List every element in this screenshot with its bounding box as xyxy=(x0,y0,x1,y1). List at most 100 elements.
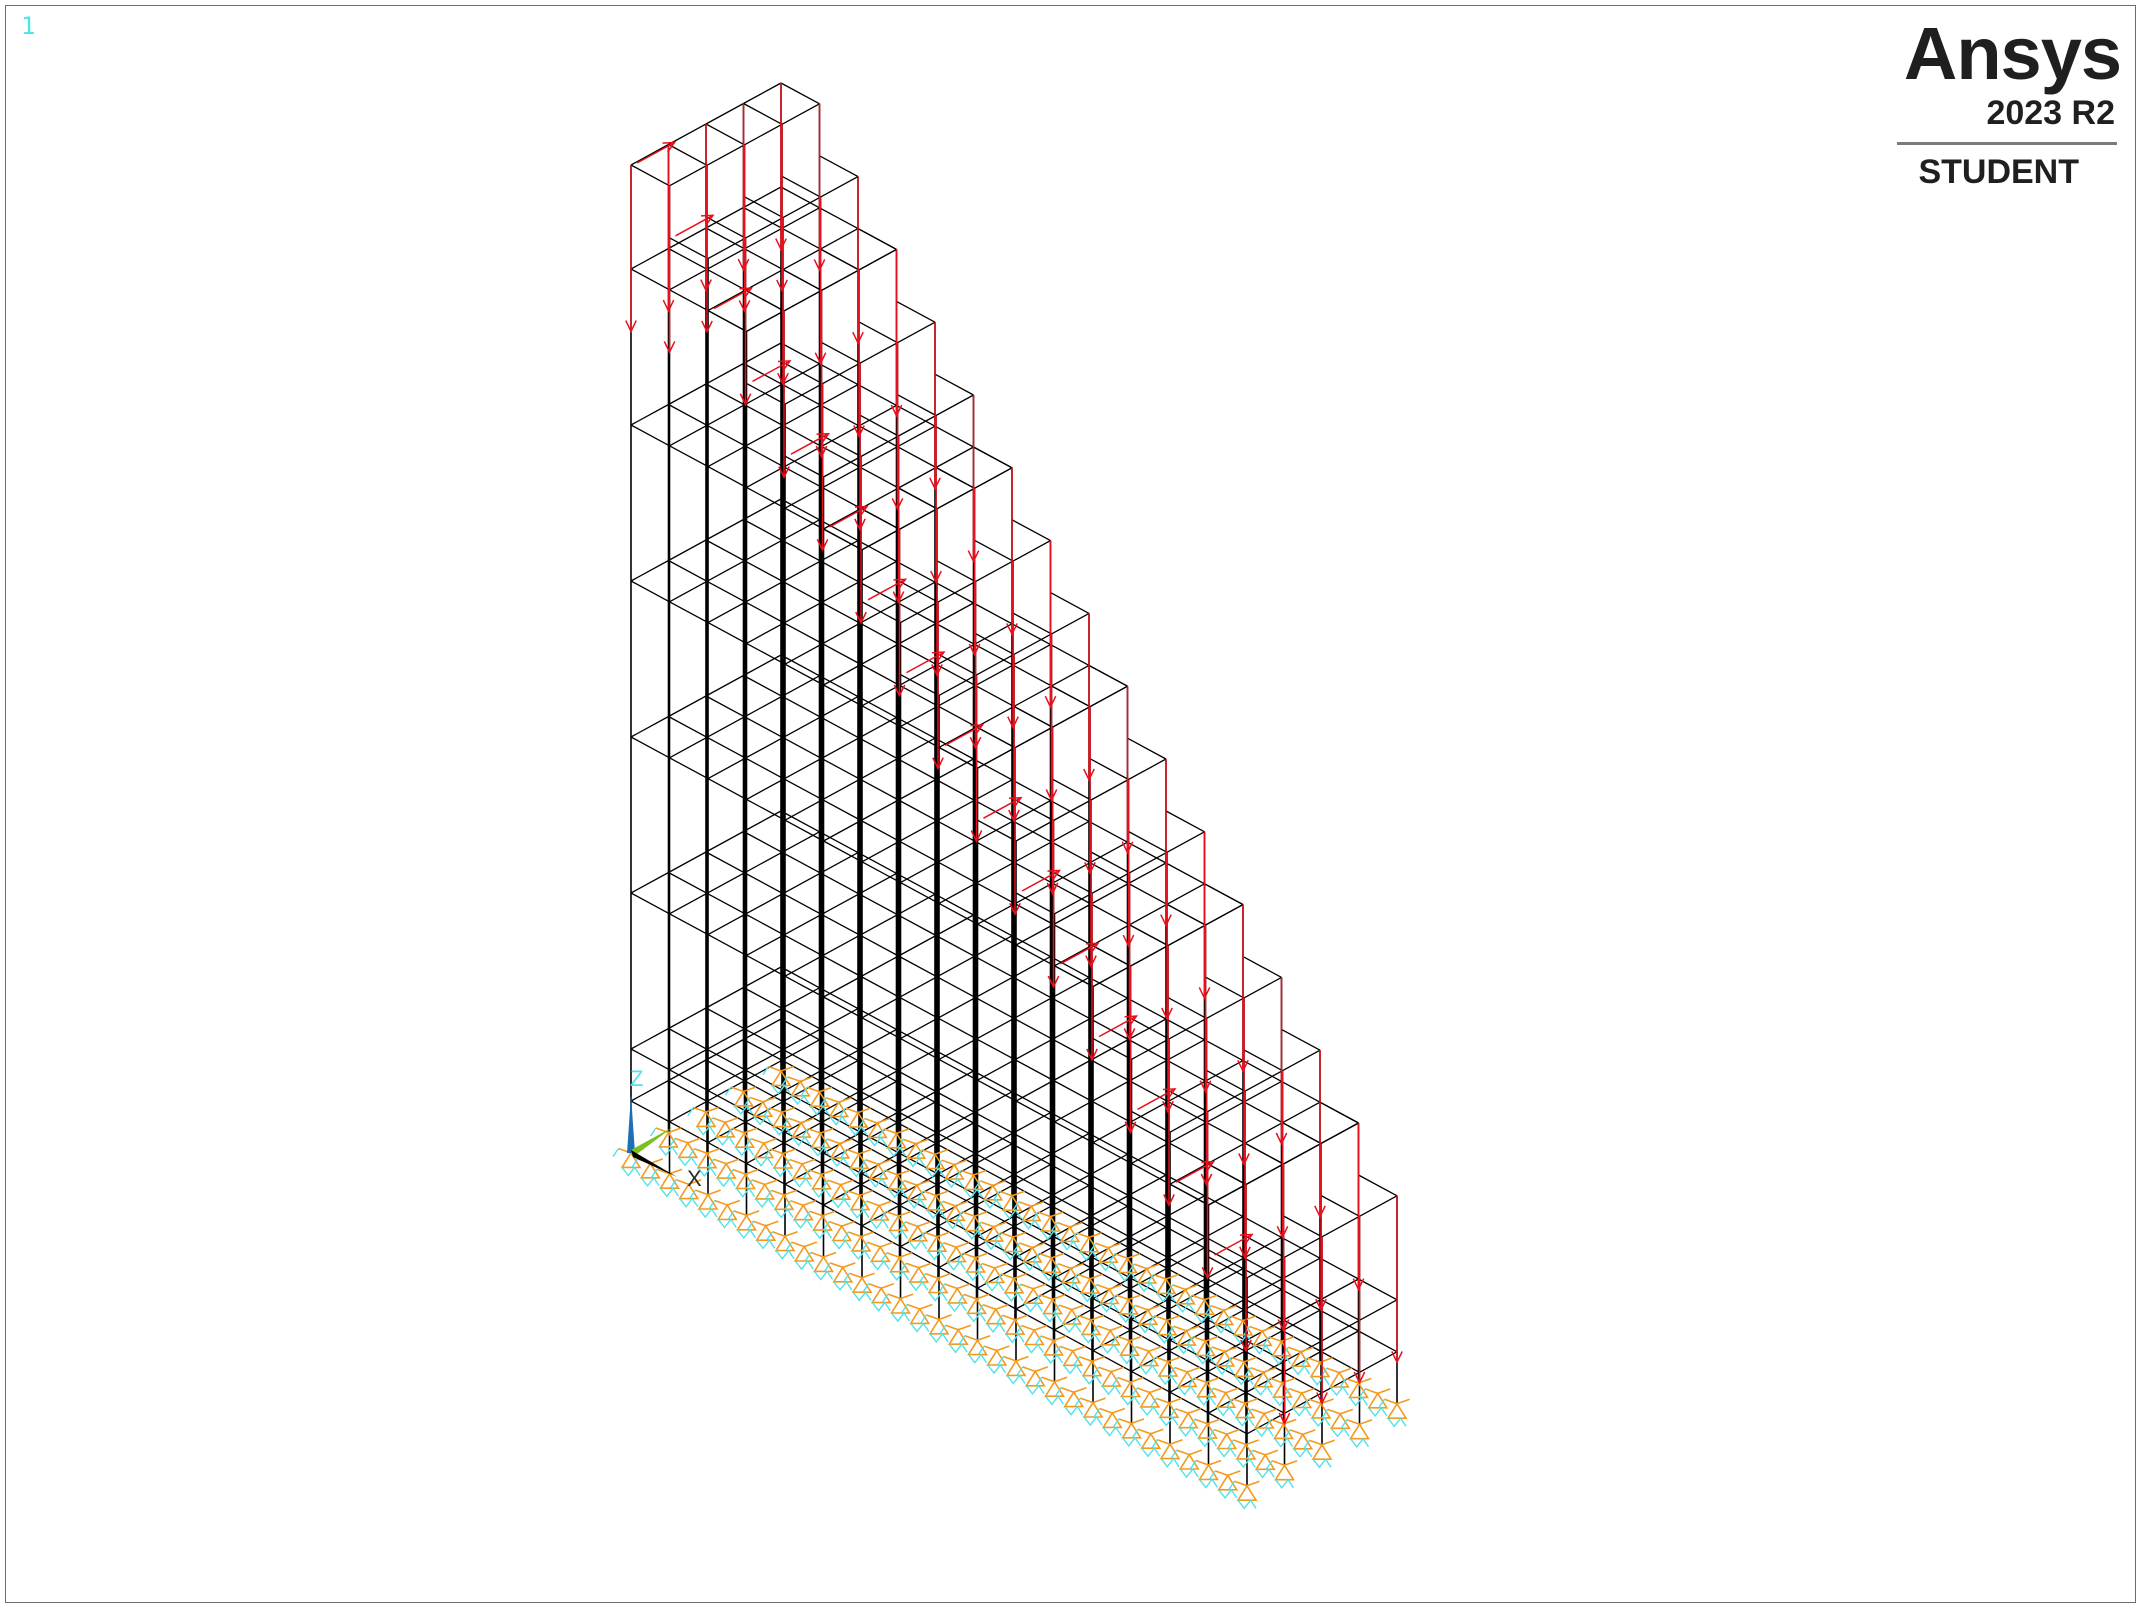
fixed-support-icon xyxy=(1303,1439,1335,1469)
fixed-support-icon xyxy=(1206,1346,1238,1376)
force-arrow-icon xyxy=(738,144,751,313)
force-arrow-icon xyxy=(1278,1257,1291,1426)
force-arrow-icon xyxy=(969,581,982,750)
triad-z-label: Z xyxy=(630,1066,644,1091)
force-arrow-icon xyxy=(890,249,903,418)
force-arrow-icon xyxy=(1045,633,1058,803)
fixed-support-icon xyxy=(842,1231,874,1261)
force-arrow-icon xyxy=(775,83,787,252)
fixed-support-icon xyxy=(1071,1273,1103,1303)
force-arrow-icon xyxy=(983,796,1023,819)
structural-frame-model[interactable] xyxy=(6,6,2137,1604)
force-arrow-icon xyxy=(815,290,828,459)
fixed-support-icon xyxy=(745,1137,777,1167)
fixed-support-icon xyxy=(1227,1439,1259,1469)
fixed-support-icon xyxy=(897,1138,929,1168)
fixed-support-icon xyxy=(861,1241,894,1271)
fixed-support-icon xyxy=(996,1314,1028,1344)
fixed-support-icon xyxy=(1035,1376,1068,1406)
fixed-support-icon xyxy=(744,1096,776,1126)
load-arrows xyxy=(625,83,1403,1426)
force-arrow-icon xyxy=(906,651,946,674)
fixed-support-icon xyxy=(746,1179,778,1209)
fixed-support-icon xyxy=(1340,1419,1373,1448)
fixed-support-icon xyxy=(957,1293,990,1323)
fixed-support-icon xyxy=(724,1086,757,1116)
fixed-support-icon xyxy=(1051,1221,1083,1251)
fixed-support-icon xyxy=(954,1169,987,1199)
force-arrow-icon xyxy=(1121,686,1134,855)
force-arrow-icon xyxy=(1124,966,1137,1135)
force-arrow-icon xyxy=(1237,904,1249,1073)
fixed-support-icon xyxy=(899,1221,931,1251)
fixed-support-icon xyxy=(785,1241,818,1271)
fixed-support-icon xyxy=(881,1293,914,1323)
fixed-support-icon xyxy=(802,1169,835,1199)
force-arrow-icon xyxy=(1098,1015,1139,1038)
force-arrow-icon xyxy=(625,165,637,334)
force-arrow-icon xyxy=(1353,1216,1366,1385)
fixed-support-icon xyxy=(1147,1273,1179,1303)
fixed-support-icon xyxy=(1108,1252,1141,1282)
force-arrow-icon xyxy=(1352,1123,1365,1292)
fixed-support-icon xyxy=(688,1148,720,1177)
fixed-support-icon xyxy=(1128,1263,1160,1293)
fixed-support-icon xyxy=(1302,1398,1334,1428)
fixed-support-icon xyxy=(1074,1397,1106,1427)
logo-divider xyxy=(1897,142,2117,145)
force-arrow-icon xyxy=(1047,820,1060,989)
fixed-support-icon xyxy=(878,1169,911,1199)
fixed-support-icon xyxy=(841,1189,873,1219)
force-arrow-icon xyxy=(1086,893,1098,1062)
fixed-support-icon xyxy=(1070,1232,1102,1262)
force-arrow-icon xyxy=(1200,1018,1213,1187)
force-arrow-icon xyxy=(867,578,908,601)
fixed-support-icon xyxy=(1089,1242,1122,1272)
fixed-support-icon xyxy=(1359,1388,1391,1418)
force-arrow-icon xyxy=(1084,706,1096,875)
fixed-support-icon xyxy=(1228,1480,1260,1510)
fixed-support-icon xyxy=(859,1159,892,1188)
fixed-support-icon xyxy=(1014,1283,1047,1313)
force-arrow-icon xyxy=(1316,1236,1328,1405)
force-arrow-icon xyxy=(929,322,941,491)
fixed-support-icon xyxy=(1150,1397,1182,1427)
fixed-support-icon xyxy=(1188,1418,1221,1448)
force-arrow-icon xyxy=(932,602,944,771)
fixed-support-icon xyxy=(669,1137,701,1167)
fixed-support-icon xyxy=(1093,1407,1126,1437)
force-arrow-icon xyxy=(700,124,712,293)
force-arrow-icon xyxy=(892,436,905,605)
fixed-support-icon xyxy=(823,1220,855,1250)
fixed-support-icon xyxy=(1151,1438,1183,1468)
fixed-support-icon xyxy=(898,1179,930,1209)
fixed-support-icon xyxy=(1131,1387,1163,1417)
fixed-support-icon xyxy=(803,1210,836,1240)
window-number-label: 1 xyxy=(21,12,36,40)
fixed-support-icon xyxy=(937,1241,970,1271)
fixed-support-icon xyxy=(801,1127,834,1157)
force-arrow-icon xyxy=(1122,779,1135,948)
fixed-support-icon xyxy=(1282,1346,1314,1376)
fixed-support-icon xyxy=(784,1200,817,1229)
fixed-support-icon xyxy=(1167,1325,1200,1355)
fixed-support-icon xyxy=(1168,1366,1201,1396)
logo-version-text: 2023 R2 xyxy=(1986,94,2115,132)
force-arrow-icon xyxy=(853,269,865,439)
fixed-support-icon xyxy=(1090,1283,1123,1313)
fixed-support-icon xyxy=(1245,1408,1278,1438)
force-arrow-icon xyxy=(852,176,864,345)
fixed-support-icon xyxy=(1092,1366,1125,1396)
fixed-support-icon xyxy=(1033,1293,1066,1323)
graphics-viewport[interactable]: 1 Ansys 2023 R2 STUDENT Z X xyxy=(5,5,2136,1603)
fixed-support-icon xyxy=(997,1355,1029,1385)
force-arrow-icon xyxy=(1137,1088,1177,1111)
fixed-support-icon xyxy=(706,1117,739,1147)
fixed-support-icon xyxy=(974,1180,1006,1210)
fixed-support-icon xyxy=(747,1220,779,1250)
fixed-support-icon xyxy=(1073,1356,1105,1385)
force-arrow-icon xyxy=(636,141,677,164)
fixed-support-icon xyxy=(708,1199,741,1229)
fixed-support-icon xyxy=(1052,1263,1084,1292)
force-arrow-icon xyxy=(1009,747,1021,916)
